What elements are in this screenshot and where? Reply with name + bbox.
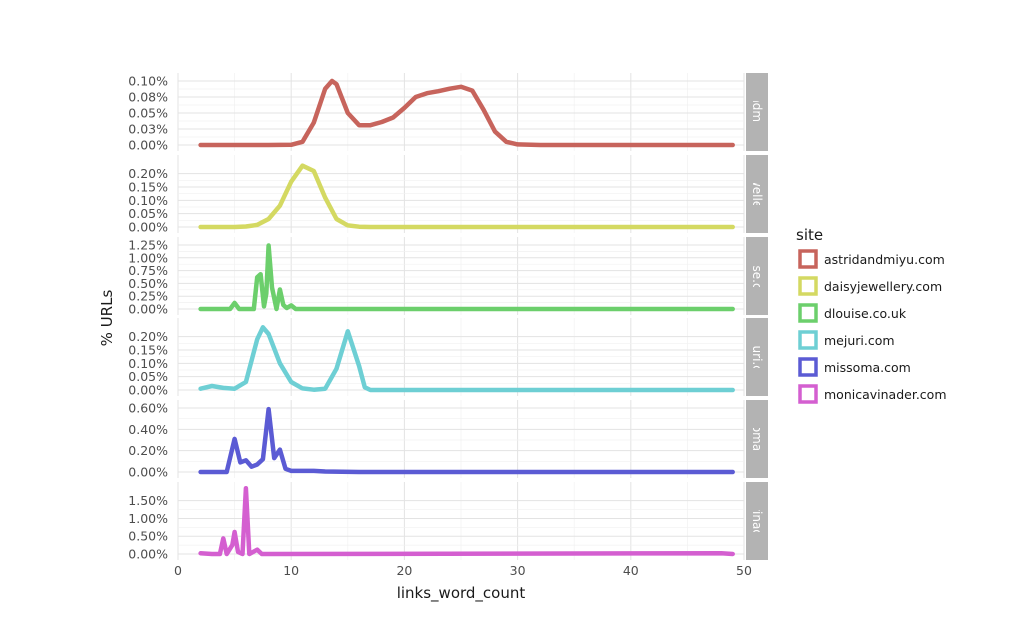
y-tick-label: 1.00% [128,511,168,526]
y-tick-label: 0.00% [128,547,168,562]
legend-item-mejuri.com: mejuri.com [798,330,895,350]
facet-strip [746,482,768,560]
legend-label: dlouise.co.uk [824,306,907,321]
x-axis-title: links_word_count [397,584,526,603]
x-tick-label: 30 [510,563,526,578]
legend-item-dlouise.co.uk: dlouise.co.uk [798,303,907,323]
series-line-missoma.com [198,406,735,475]
panel-daisyjewellery.com: 0.00%0.05%0.10%0.15%0.20% [128,163,735,235]
series-line-dlouise.co.uk [198,243,735,312]
y-tick-label: 0.20% [128,443,168,458]
legend-label: mejuri.com [824,333,895,348]
y-tick-label: 0.08% [128,90,168,105]
series-line-monicavinader.com [198,485,735,557]
legend-item-missoma.com: missoma.com [798,357,911,377]
y-tick-label: 0.05% [128,206,168,221]
y-tick-label: 0.25% [128,289,168,304]
legend-label: daisyjewellery.com [824,279,942,294]
y-tick-label: 0.20% [128,329,168,344]
legend-label: missoma.com [824,360,911,375]
x-axis: 0 10 20 30 40 50 [174,563,752,578]
y-tick-label: 0.50% [128,276,168,291]
panel-astridandmiyu.com: 0.00%0.03%0.05%0.08%0.10% [128,74,735,153]
facet-strip [746,237,768,315]
y-tick-label: 0.20% [128,166,168,181]
panels-layer: 0.00%0.03%0.05%0.08%0.10%0.00%0.05%0.10%… [128,74,735,562]
y-tick-label: 0.00% [128,302,168,317]
y-tick-label: 0.10% [128,193,168,208]
facet-strip-label: louise.co.u [750,244,764,308]
series-line-daisyjewellery.com [198,163,735,230]
panel-dlouise.co.uk: 0.00%0.25%0.50%0.75%1.00%1.25% [128,238,735,317]
y-tick-label: 0.75% [128,263,168,278]
facet-strip-label: cavinader. [750,490,764,552]
y-tick-label: 0.00% [128,383,168,398]
legend-swatch [798,303,818,323]
series-line-astridandmiyu.com [198,78,735,148]
x-tick-label: 40 [623,563,639,578]
strips-layer: dandmiyu. yjewellery.c louise.co.u mejuri.c… [746,73,768,560]
facet-strip [746,73,768,151]
x-tick-label: 0 [174,563,182,578]
y-tick-label: 0.15% [128,180,168,195]
y-tick-label: 0.40% [128,422,168,437]
y-tick-label: 1.50% [128,493,168,508]
legend-swatch [798,330,818,350]
legend-item-daisyjewellery.com: daisyjewellery.com [798,276,942,296]
y-tick-label: 0.05% [128,369,168,384]
panel-monicavinader.com: 0.00% 0.50% 1.00% 1.50% [128,485,735,562]
legend-label: monicavinader.com [824,387,947,402]
facet-strip-label: issoma.co [750,409,764,469]
y-tick-label: 0.00% [128,220,168,235]
facet-strip [746,318,768,396]
facet-strip-label: dandmiyu. [750,80,764,144]
legend-title: site [796,226,823,244]
y-tick-label: 0.00% [128,138,168,153]
y-tick-label: 1.00% [128,250,168,265]
legend-swatch [798,276,818,296]
facet-strip [746,155,768,233]
y-tick-label: 0.10% [128,356,168,371]
facet-strip-label: mejuri.com [750,323,764,391]
y-tick-label: 0.10% [128,74,168,89]
y-tick-label: 0.60% [128,401,168,416]
legend-item-monicavinader.com: monicavinader.com [798,384,947,404]
y-tick-label: 0.15% [128,343,168,358]
legend-swatch [798,357,818,377]
series-line-mejuri.com [198,325,735,393]
facet-strip-label: yjewellery.c [750,159,764,229]
y-tick-label: 0.05% [128,106,168,121]
x-tick-label: 20 [396,563,412,578]
y-axis-title: % URLs [98,290,116,347]
y-tick-label: 1.25% [128,238,168,253]
y-tick-label: 0.50% [128,529,168,544]
legend-item-astridandmiyu.com: astridandmiyu.com [798,249,945,269]
y-tick-label: 0.03% [128,122,168,137]
y-tick-label: 0.00% [128,465,168,480]
x-tick-label: 50 [736,563,752,578]
legend: site astridandmiyu.com daisyjewellery.com… [796,226,947,404]
legend-label: astridandmiyu.com [824,252,945,267]
panel-missoma.com: 0.00% 0.20% 0.40% 0.60% [128,401,735,480]
legend-swatch [798,249,818,269]
panel-mejuri.com: 0.00%0.05%0.10%0.15%0.20% [128,325,735,398]
legend-swatch [798,384,818,404]
facet-strip [746,400,768,478]
x-tick-label: 10 [283,563,299,578]
